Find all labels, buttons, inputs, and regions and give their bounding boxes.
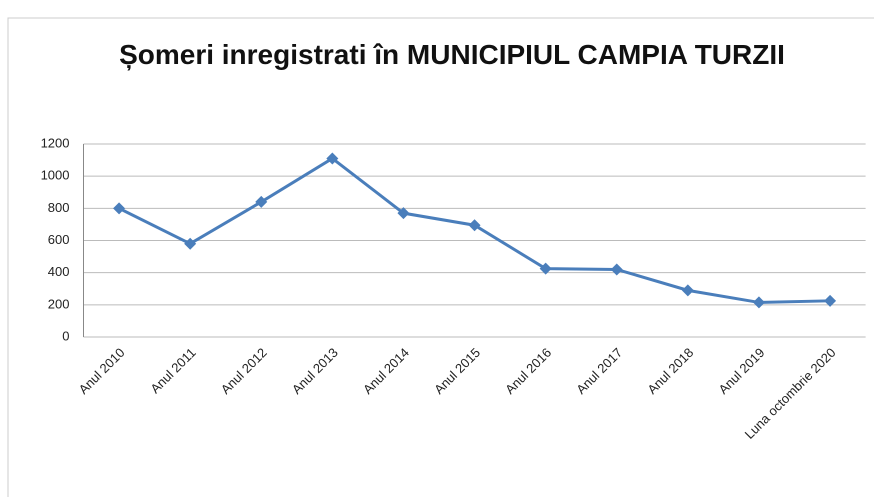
x-tick-label: Anul 2016 [502,345,554,397]
point-marker [113,202,126,215]
point-marker [184,237,197,250]
chart-title: Șomeri inregistrati în MUNICIPIUL CAMPIA… [119,39,785,70]
y-tick-label: 200 [48,296,70,311]
chart-border [7,17,874,497]
point-marker [326,152,339,165]
y-tick-label: 0 [62,328,69,343]
x-tick-label: Anul 2018 [644,345,696,397]
x-tick-label: Anul 2013 [289,345,341,397]
point-marker [824,294,837,307]
x-tick-label: Anul 2010 [76,345,128,397]
x-tick-label: Anul 2012 [218,345,270,397]
x-tick-label: Anul 2019 [715,345,767,397]
x-tick-label: Anul 2014 [360,345,412,397]
x-tick-label: Anul 2011 [147,345,198,396]
y-tick-label: 1200 [41,135,70,150]
point-marker [397,207,410,220]
y-tick-label: 800 [48,200,70,215]
point-marker [752,296,765,309]
point-marker [255,195,268,208]
y-tick-label: 1000 [41,168,70,183]
point-marker [610,263,623,276]
y-tick-label: 400 [48,264,70,279]
x-tick-label: Anul 2017 [573,345,625,397]
point-marker [681,284,694,297]
y-tick-label: 600 [48,232,70,247]
point-marker [539,262,552,275]
x-tick-label: Anul 2015 [431,345,483,397]
point-marker [468,219,481,232]
